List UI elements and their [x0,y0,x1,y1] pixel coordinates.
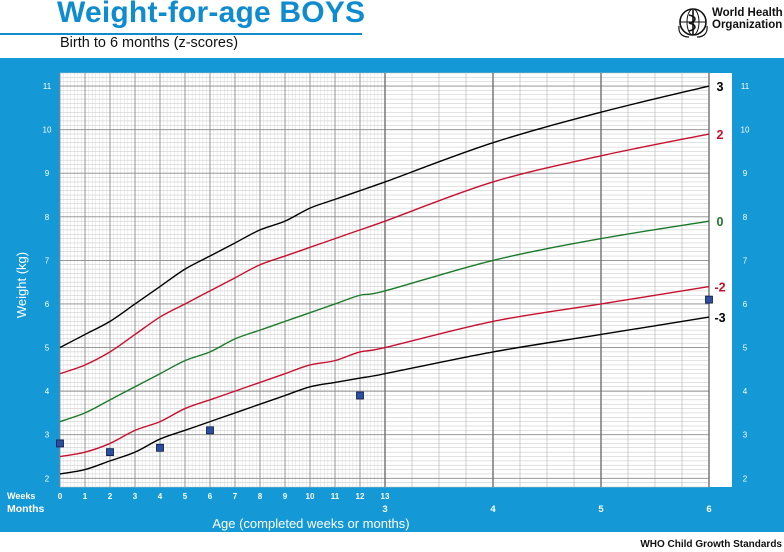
chart-title: Weight-for-age BOYS [57,0,366,29]
z-label-3: 3 [717,80,724,94]
month-tick-label: 6 [706,504,711,515]
y-tick-label-right: 5 [743,344,748,353]
z-curve-2 [59,133,710,375]
z-label--2: -2 [714,281,725,295]
week-tick-label: 10 [306,492,315,501]
org-line-2: Organization [712,19,783,31]
x-axis-label: Age (completed weeks or months) [212,516,409,531]
footer-credit: WHO Child Growth Standards [640,539,782,550]
z-curve-3 [59,85,710,349]
measurement-point [106,448,114,457]
org-line-1: World Health [712,7,783,19]
z-label--3: -3 [714,311,725,325]
y-tick-label-left: 2 [45,474,50,483]
z-label-strip [709,73,732,487]
months-row-label: Months [7,503,44,515]
week-tick-label: 6 [208,492,213,501]
z-curve--2 [59,285,710,458]
week-tick-label: 13 [381,492,390,501]
week-tick-label: 3 [133,492,138,501]
title-underline [0,33,362,35]
y-tick-label-left: 3 [45,431,50,440]
y-tick-label-right: 10 [741,126,750,135]
y-tick-label-left: 7 [45,256,50,265]
z-curve--3 [59,316,710,475]
y-tick-label-left: 10 [43,126,52,135]
measurement-points [56,295,713,457]
y-tick-label-right: 8 [743,213,748,222]
month-tick-label: 4 [490,504,496,515]
chart-subtitle: Birth to 6 months (z-scores) [60,35,239,51]
week-tick-label: 7 [233,492,238,501]
month-tick-label: 3 [382,504,387,515]
weeks-row-label: Weeks [7,491,35,501]
week-tick-label: 1 [83,492,88,501]
y-tick-label-left: 5 [45,344,50,353]
z-curve-0 [59,220,710,423]
y-tick-label-right: 11 [741,82,750,91]
y-axis-label: Weight (kg) [14,252,29,318]
week-tick-label: 9 [283,492,288,501]
month-tick-label: 5 [598,504,604,515]
y-tick-label-right: 3 [743,431,748,440]
y-tick-label-left: 8 [45,213,50,222]
week-tick-label: 2 [108,492,113,501]
z-label-2: 2 [717,128,724,142]
y-tick-label-left: 9 [45,169,50,178]
organization-name: World Health Organization [712,7,783,31]
y-tick-label-right: 9 [743,169,748,178]
major-gridlines [59,73,710,487]
week-tick-label: 5 [183,492,188,501]
y-tick-label-right: 6 [743,300,748,309]
week-tick-label: 8 [258,492,263,501]
week-tick-label: 4 [158,492,163,501]
who-emblem-icon [678,8,708,38]
measurement-point [156,443,164,452]
z-label-0: 0 [717,215,724,229]
z-score-curves [59,85,710,475]
week-tick-label: 0 [58,492,63,501]
y-tick-label-left: 4 [45,387,50,396]
week-tick-label: 11 [331,492,340,501]
y-tick-label-right: 7 [743,256,748,265]
measurement-point [356,391,364,400]
y-tick-label-right: 2 [743,474,748,483]
y-tick-label-left: 11 [43,82,52,91]
y-tick-label-right: 4 [743,387,748,396]
measurement-point [705,295,713,304]
measurement-point [56,439,64,448]
measurement-point [206,426,214,435]
y-tick-label-left: 6 [45,300,50,309]
week-tick-label: 12 [356,492,365,501]
